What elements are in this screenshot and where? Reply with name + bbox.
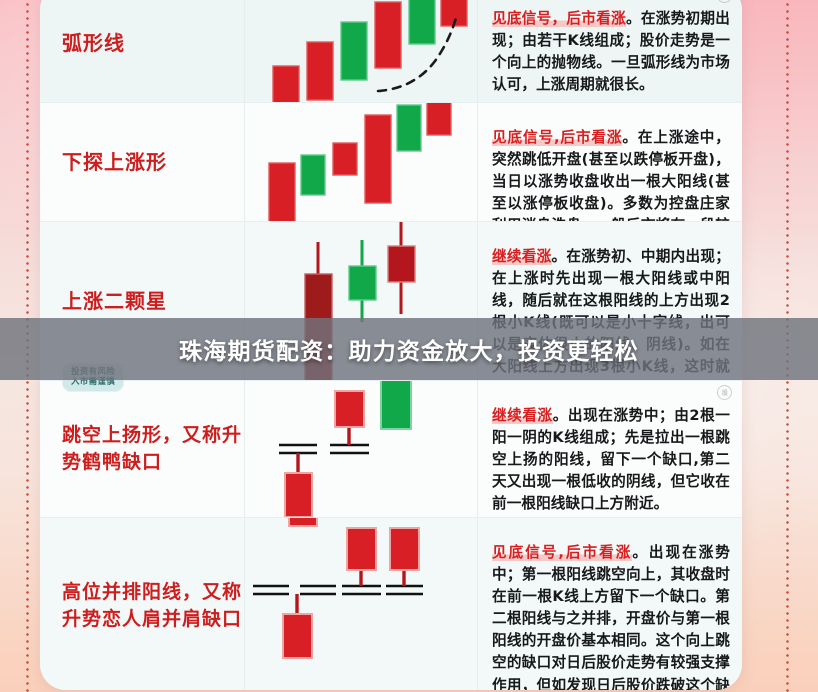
row-label-cell: 下探上涨形 bbox=[40, 103, 245, 221]
signal-highlight: 继续看涨 bbox=[492, 247, 552, 265]
row-label-cell: 弧形线 bbox=[40, 0, 245, 102]
description-cell: 见底信号,后市看涨。在上涨途中，突然跳低开盘(甚至以跌停板开盘)，当日以涨势收盘… bbox=[478, 103, 742, 221]
pattern-name: 上涨二颗星 bbox=[62, 288, 167, 313]
overlay-banner: 珠海期货配资：助力资金放大，投资更轻松 bbox=[0, 318, 818, 380]
candlestick-chart-cell bbox=[245, 103, 478, 221]
pattern-description: 见底信号,后市看涨。在上涨途中，突然跳低开盘(甚至以跌停板开盘)，当日以涨势收盘… bbox=[492, 127, 730, 221]
table-row: 下探上涨形 bbox=[40, 102, 742, 221]
column-divider bbox=[477, 222, 478, 380]
pattern-table-card: 弧形线 bbox=[40, 0, 742, 690]
row-label-cell: 上涨二颗星 bbox=[40, 222, 245, 380]
pattern-name: 弧形线 bbox=[62, 30, 125, 55]
column-divider bbox=[477, 381, 478, 517]
dip-then-rise-pattern-chart bbox=[245, 103, 478, 221]
pattern-description: 见底信号,后市看涨。出现在涨势中；第一根阳线跳空向上，其收盘时在前一根K线上方留… bbox=[492, 542, 730, 690]
description-cell: 继续看涨。出现在涨势中；由2根一阳一阴的K线组成；先是拉出一根跳空上扬的阳线，留… bbox=[478, 381, 742, 517]
risk-line-2: 入市需谨慎 bbox=[71, 377, 116, 388]
candlestick-chart-cell bbox=[245, 381, 478, 517]
column-divider bbox=[244, 222, 245, 380]
pattern-name: 下探上涨形 bbox=[62, 149, 167, 174]
pattern-name: 跳空上扬形，又称升势鹤鸭缺口 bbox=[62, 424, 243, 473]
table-row: 高位并排阳线，又称升势恋人肩并肩缺口 bbox=[40, 517, 742, 690]
watermark-icon: 股 bbox=[717, 385, 732, 400]
overlay-banner-text: 珠海期货配资：助力资金放大，投资更轻松 bbox=[179, 339, 639, 365]
column-divider bbox=[477, 103, 478, 221]
column-divider bbox=[244, 103, 245, 221]
side-by-side-white-lines-pattern-chart bbox=[245, 518, 478, 690]
arc-line-pattern-chart bbox=[245, 0, 478, 102]
description-cell: 见底信号，后市看涨。在涨势初期出现；由若干K线组成；股价走势是一个向上的抛物线。… bbox=[478, 0, 742, 102]
candlestick-chart-cell bbox=[245, 0, 478, 102]
table-row: 跳空上扬形，又称升势鹤鸭缺口 bbox=[40, 380, 742, 517]
row-label-cell: 跳空上扬形，又称升势鹤鸭缺口 bbox=[40, 381, 245, 517]
description-body: 。在涨势初期出现；由若干K线组成；股价走势是一个向上的抛物线。一旦弧形线为市场认… bbox=[492, 9, 730, 94]
description-body: 。出现在涨势中；第一根阳线跳空向上，其收盘时在前一根K线上方留下一个缺口。第二根… bbox=[492, 543, 730, 690]
column-divider bbox=[244, 0, 245, 102]
column-divider bbox=[477, 518, 478, 690]
signal-highlight: 见底信号,后市看涨 bbox=[492, 543, 633, 561]
signal-highlight: 见底信号，后市看涨 bbox=[492, 9, 626, 27]
description-body: 。在上涨途中，突然跳低开盘(甚至以跌停板开盘)，当日以涨势收盘收出一根大阳线(甚… bbox=[492, 128, 730, 221]
candlestick-chart-cell bbox=[245, 518, 478, 690]
pattern-description: 见底信号，后市看涨。在涨势初期出现；由若干K线组成；股价走势是一个向上的抛物线。… bbox=[492, 8, 730, 97]
table-row: 弧形线 bbox=[40, 0, 742, 102]
pattern-description: 继续看涨。出现在涨势中；由2根一阳一阴的K线组成；先是拉出一根跳空上扬的阳线，留… bbox=[492, 405, 730, 516]
pattern-name: 高位并排阳线，又称升势恋人肩并肩缺口 bbox=[62, 581, 243, 630]
description-body: 。出现在涨势中；由2根一阳一阴的K线组成；先是拉出一根跳空上扬的阳线，留下一个缺… bbox=[492, 406, 730, 513]
gap-up-crane-duck-pattern-chart bbox=[245, 381, 478, 517]
column-divider bbox=[244, 518, 245, 690]
column-divider bbox=[477, 0, 478, 102]
row-label-cell: 高位并排阳线，又称升势恋人肩并肩缺口 bbox=[40, 518, 245, 690]
signal-highlight: 见底信号,后市看涨 bbox=[492, 128, 623, 146]
description-cell: 见底信号,后市看涨。出现在涨势中；第一根阳线跳空向上，其收盘时在前一根K线上方留… bbox=[478, 518, 742, 690]
signal-highlight: 继续看涨 bbox=[492, 406, 553, 424]
column-divider bbox=[244, 381, 245, 517]
watermark-icon: 股 bbox=[717, 0, 732, 3]
